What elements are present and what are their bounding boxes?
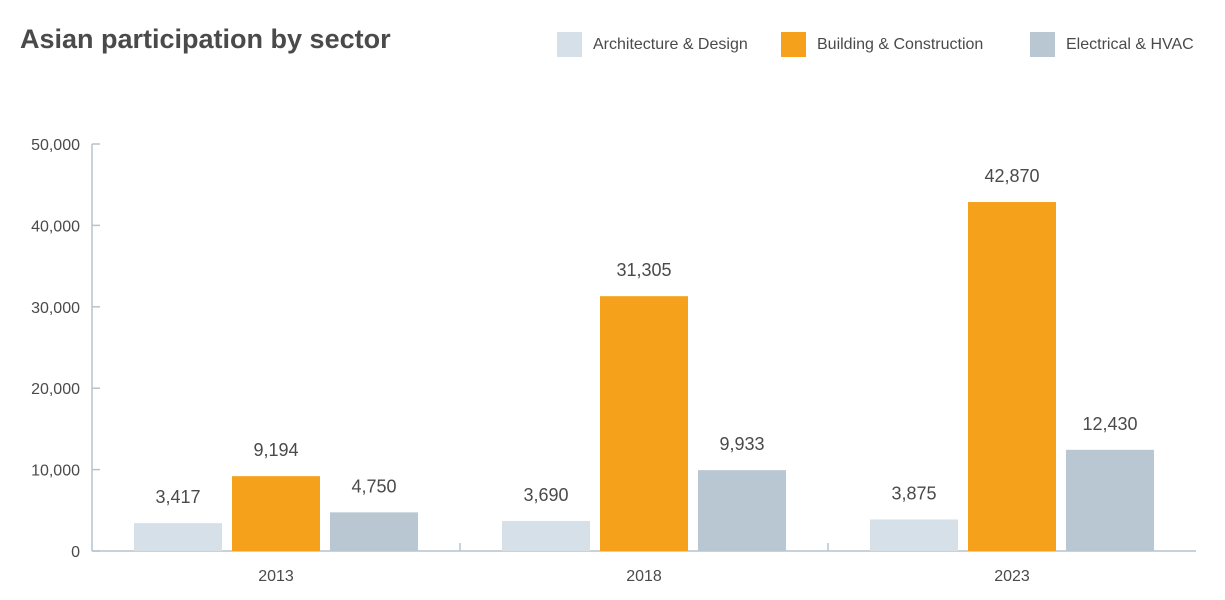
bar [968,202,1056,551]
data-label: 9,933 [719,434,764,454]
y-tick-label: 40,000 [31,218,80,235]
x-tick-label: 2023 [994,568,1030,585]
bar [698,470,786,551]
data-label: 31,305 [616,260,671,280]
y-tick-label: 30,000 [31,300,80,317]
legend-label-electrical-hvac: Electrical & HVAC [1066,35,1194,53]
legend-swatch-architecture-design [557,32,582,57]
bar [870,519,958,551]
data-label: 4,750 [351,476,396,496]
legend-swatch-electrical-hvac [1030,32,1055,57]
legend-item-building-construction: Building & Construction [781,32,983,57]
data-label: 3,690 [523,485,568,505]
legend-label-building-construction: Building & Construction [817,35,984,53]
data-label: 3,875 [891,483,936,503]
y-tick-label: 20,000 [31,381,80,398]
bar [600,296,688,551]
data-label: 3,417 [155,487,200,507]
y-tick-label: 0 [71,544,80,561]
legend: Architecture & Design Building & Constru… [0,32,1225,62]
bar [1066,449,1154,551]
data-label: 42,870 [984,166,1039,186]
y-tick-label: 50,000 [31,137,80,154]
legend-item-electrical-hvac: Electrical & HVAC [1030,32,1194,57]
y-tick-label: 10,000 [31,463,80,480]
legend-label-architecture-design: Architecture & Design [593,35,748,53]
chart-title: Asian participation by sector [20,24,391,54]
bar [232,476,320,551]
x-tick-label: 2013 [258,568,294,585]
data-label: 12,430 [1082,414,1137,434]
legend-swatch-building-construction [781,32,806,57]
bar [134,523,222,551]
bar [330,512,418,551]
data-label: 9,194 [253,440,298,460]
x-tick-label: 2018 [626,568,662,585]
legend-item-architecture-design: Architecture & Design [557,32,748,57]
bar [502,520,590,551]
